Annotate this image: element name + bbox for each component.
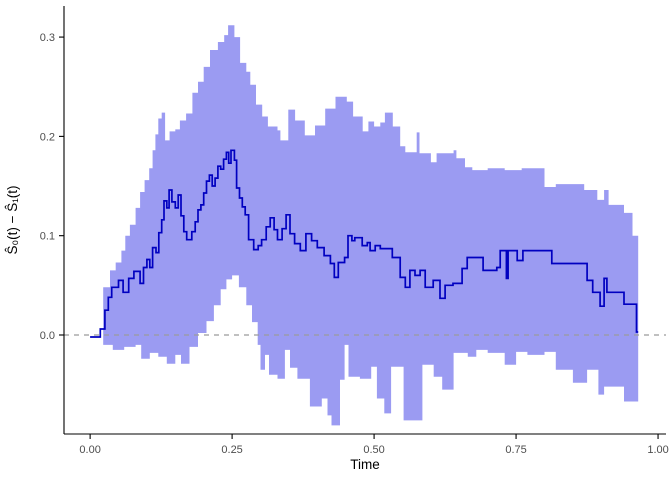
- x-tick-label: 0.25: [221, 444, 242, 456]
- confidence-band: [103, 25, 639, 426]
- y-tick-label: 0.3: [40, 32, 55, 44]
- y-tick-label: 0.1: [40, 231, 55, 243]
- x-tick-label: 0.75: [505, 444, 526, 456]
- estimate-line: [90, 149, 639, 338]
- x-tick-label: 0.00: [79, 444, 100, 456]
- x-tick-label: 0.50: [363, 444, 384, 456]
- x-axis-title: Time: [350, 457, 380, 472]
- y-tick-label: 0.2: [40, 131, 55, 143]
- y-axis-title: Ŝ₀(t) − Ŝ₁(t): [5, 185, 20, 254]
- axes: 0.00 0.25 0.50 0.75 1.00 0.0 0.1 0.2 0.3: [40, 6, 669, 456]
- y-tick-label: 0.0: [40, 330, 55, 342]
- x-tick-label: 1.00: [647, 444, 668, 456]
